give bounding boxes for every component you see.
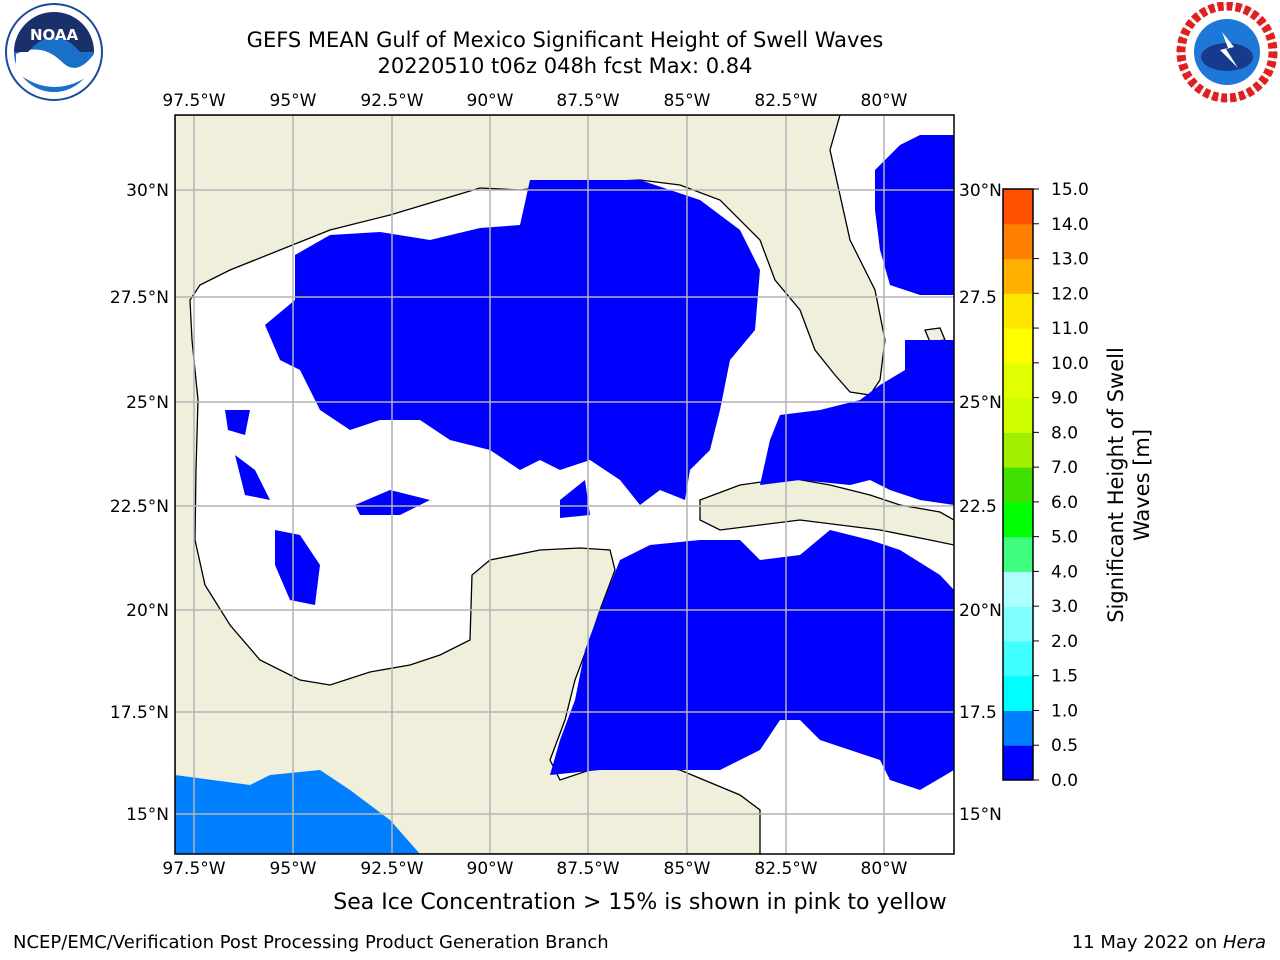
map-title-line2: 20220510 t06z 048h fcst Max: 0.84 bbox=[377, 54, 753, 78]
colorbar-swatch bbox=[1003, 745, 1033, 781]
colorbar-swatch bbox=[1003, 223, 1033, 260]
colorbar-tick-label: 4.0 bbox=[1051, 562, 1078, 582]
colorbar-swatch bbox=[1003, 293, 1033, 329]
colorbar-tick-label: 14.0 bbox=[1051, 215, 1089, 235]
colorbar-tick-label: 12.0 bbox=[1051, 284, 1089, 304]
lon-label-top: 90°W bbox=[467, 91, 514, 111]
colorbar-swatch bbox=[1003, 710, 1033, 746]
colorbar-tick-label: 6.0 bbox=[1051, 493, 1078, 513]
sea-ice-note: Sea Ice Concentration > 15% is shown in … bbox=[333, 890, 947, 915]
colorbar-tick-label: 10.0 bbox=[1051, 354, 1089, 374]
lon-label-bottom: 92.5°W bbox=[360, 859, 423, 879]
colorbar-label-line1: Significant Height of Swell bbox=[1104, 347, 1128, 623]
lon-label-bottom: 97.5°W bbox=[162, 859, 225, 879]
lat-label-right: 15°N bbox=[959, 805, 1002, 825]
land-cuba bbox=[699, 477, 954, 546]
footer-date: 11 May 2022 on Hera bbox=[1072, 932, 1266, 953]
colorbar-tick-label: 1.0 bbox=[1051, 701, 1078, 721]
gridlines bbox=[175, 115, 954, 854]
colorbar-tick-label: 8.0 bbox=[1051, 423, 1078, 443]
colorbar-ticks: 15.0 14.0 13.0 12.0 11.0 10.0 9.0 8.0 7.0 6.0 5.0 4… bbox=[1033, 180, 1089, 791]
colorbar-swatch bbox=[1003, 258, 1033, 294]
lat-label-left: 22.5°N bbox=[110, 497, 169, 517]
colorbar-tick-label: 1.5 bbox=[1051, 667, 1078, 687]
noaa-logo: NOAA bbox=[5, 3, 103, 101]
lon-label-top: 80°W bbox=[861, 91, 908, 111]
colorbar-tick-label: 7.0 bbox=[1051, 458, 1078, 478]
footer-date-text: 11 May 2022 on bbox=[1071, 932, 1223, 953]
colorbar-tick-label: 5.0 bbox=[1051, 528, 1078, 548]
lat-label-right: 20°N bbox=[959, 601, 1002, 621]
colorbar-swatch bbox=[1003, 606, 1033, 642]
colorbar-tick-label: 13.0 bbox=[1051, 250, 1089, 270]
lat-label-right: 17.5 bbox=[959, 703, 997, 723]
lon-label-bottom: 82.5°W bbox=[754, 859, 817, 879]
nws-logo bbox=[1176, 2, 1278, 103]
lon-label-bottom: 95°W bbox=[270, 859, 317, 879]
lat-label-left: 30°N bbox=[126, 181, 169, 201]
lon-label-top: 82.5°W bbox=[754, 91, 817, 111]
colorbar-tick-label: 0.0 bbox=[1051, 771, 1078, 791]
colorbar-tick-label: 3.0 bbox=[1051, 597, 1078, 617]
lon-label-top: 92.5°W bbox=[360, 91, 423, 111]
colorbar-swatch bbox=[1003, 467, 1033, 503]
colorbar-tick-label: 2.0 bbox=[1051, 632, 1078, 652]
colorbar-swatch bbox=[1003, 501, 1033, 538]
map-frame bbox=[174, 114, 955, 855]
lat-label-left: 20°N bbox=[126, 601, 169, 621]
lon-label-top: 87.5°W bbox=[556, 91, 619, 111]
lon-label-top: 97.5°W bbox=[162, 91, 225, 111]
lon-label-bottom: 80°W bbox=[861, 859, 908, 879]
lat-labels: 30°N 27.5°N 25°N 22.5°N 20°N 17.5°N 15°N… bbox=[110, 181, 1002, 825]
colorbar-swatch bbox=[1003, 432, 1033, 468]
colorbar-swatch bbox=[1003, 675, 1033, 711]
lat-label-left: 15°N bbox=[126, 805, 169, 825]
colorbar-swatch bbox=[1003, 571, 1033, 607]
lat-label-right: 22.5 bbox=[959, 497, 997, 517]
colorbar-tick-label: 9.0 bbox=[1051, 389, 1078, 409]
lon-label-bottom: 85°W bbox=[664, 859, 711, 879]
land-usa bbox=[175, 115, 886, 854]
lat-label-right: 30°N bbox=[959, 181, 1002, 201]
colorbar-label: Significant Height of Swell Waves [m] bbox=[1104, 347, 1154, 623]
lat-label-right: 27.5 bbox=[959, 288, 997, 308]
colorbar-label-line2: Waves [m] bbox=[1130, 429, 1154, 541]
map-area bbox=[175, 115, 954, 854]
swell-0-0.5m bbox=[225, 135, 954, 790]
colorbar-tick-label: 15.0 bbox=[1051, 180, 1089, 200]
lat-label-right: 25°N bbox=[959, 393, 1002, 413]
map-title-line1: GEFS MEAN Gulf of Mexico Significant Hei… bbox=[246, 28, 884, 52]
colorbar-swatch bbox=[1003, 397, 1033, 433]
lon-label-top: 95°W bbox=[270, 91, 317, 111]
colorbar bbox=[1002, 188, 1034, 781]
colorbar-swatch bbox=[1003, 328, 1033, 364]
colorbar-tick-label: 0.5 bbox=[1051, 736, 1078, 756]
footer-credit: NCEP/EMC/Verification Post Processing Pr… bbox=[13, 932, 609, 953]
lat-label-left: 27.5°N bbox=[110, 288, 169, 308]
swell-0.5-1m bbox=[175, 770, 420, 854]
colorbar-swatch bbox=[1003, 536, 1033, 572]
footer-host: Hera bbox=[1222, 932, 1266, 953]
colorbar-swatch bbox=[1003, 362, 1033, 399]
colorbar-frame bbox=[1002, 188, 1034, 781]
lon-labels: 97.5°W 95°W 92.5°W 90°W 87.5°W 85°W 82.5… bbox=[162, 91, 907, 879]
colorbar-swatch bbox=[1003, 640, 1033, 677]
lat-label-left: 17.5°N bbox=[110, 703, 169, 723]
noaa-logo-text: NOAA bbox=[30, 26, 79, 44]
lon-label-bottom: 87.5°W bbox=[556, 859, 619, 879]
colorbar-swatch bbox=[1003, 189, 1033, 225]
lon-label-top: 85°W bbox=[664, 91, 711, 111]
lat-label-left: 25°N bbox=[126, 393, 169, 413]
colorbar-tick-label: 11.0 bbox=[1051, 319, 1089, 339]
lon-label-bottom: 90°W bbox=[467, 859, 514, 879]
